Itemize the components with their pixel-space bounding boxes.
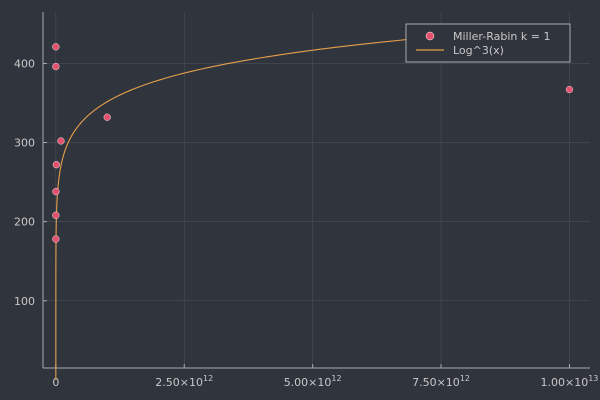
x-tick-label-1: 2.50×1012 [155,374,213,389]
legend-label-line: Log^3(x) [453,44,504,57]
scatter-point-2 [52,187,60,196]
scatter-point-6 [565,85,574,94]
y-tick-label-3: 400 [14,57,35,70]
y-tick-label-1: 200 [14,216,35,229]
scatter-point-4 [57,137,65,145]
scatter-point-5 [103,113,111,121]
scatter-point-1 [52,211,60,219]
x-tick-label-0: 0 [52,376,59,389]
x-tick-label-2: 5.00×1012 [284,374,342,389]
series-line [55,25,570,380]
legend-label-scatter: Miller-Rabin k = 1 [453,30,550,43]
legend-box [405,23,571,63]
scatter-point-3 [52,161,60,169]
x-ticks: 0 2.50×1012 5.00×1012 7.50×1012 1.00×1013 [52,364,598,389]
series-points [52,43,574,243]
y-ticks: 100 200 300 400 [14,57,47,308]
legend-marker-scatter [425,31,435,41]
grid [43,12,590,368]
scatter-point-0 [52,235,60,243]
y-tick-label-0: 100 [14,295,35,308]
x-tick-label-3: 7.50×1012 [412,374,470,389]
scatter-point-8 [52,43,60,51]
y-tick-label-2: 300 [14,137,35,150]
scatter-point-7 [52,62,60,71]
x-tick-label-4: 1.00×1013 [541,374,599,389]
axes [42,12,590,369]
series-line-log3 [55,25,570,380]
